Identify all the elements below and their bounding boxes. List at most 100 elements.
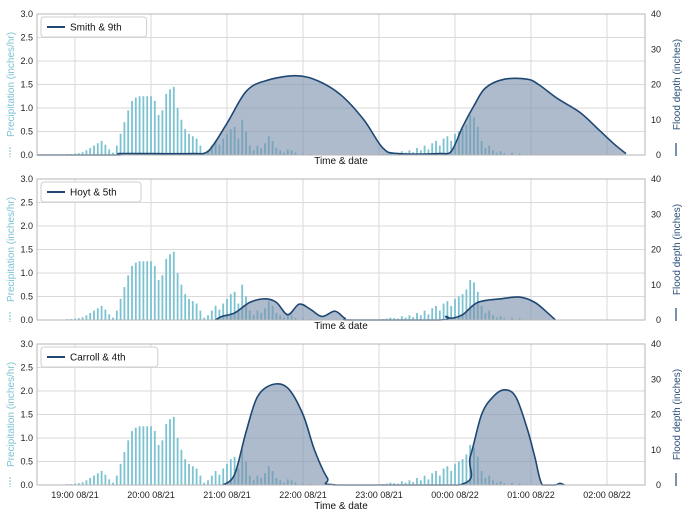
precip-bar: [165, 94, 167, 155]
precip-bar: [154, 431, 156, 485]
precip-bar: [143, 96, 145, 155]
y-tick-right: 30: [651, 374, 661, 384]
y-tick-left: 2.5: [20, 363, 33, 373]
precip-bar: [146, 96, 148, 155]
y-tick-left: 0.5: [20, 127, 33, 137]
precip-bar: [466, 454, 468, 485]
precip-bar: [169, 254, 171, 320]
precip-bar: [188, 464, 190, 485]
y-tick-left: 3.0: [20, 339, 33, 349]
precip-bar: [435, 306, 437, 320]
precip-bar: [447, 466, 449, 485]
precip-bar: [154, 266, 156, 320]
precip-bar: [443, 139, 445, 155]
chart-panel-2: 0.00.51.01.52.02.53.0010203040Precipitat…: [6, 174, 683, 332]
precip-bar: [188, 134, 190, 155]
chart-panel-3: 0.00.51.01.52.02.53.0010203040Precipitat…: [6, 339, 683, 512]
precip-bar: [431, 473, 433, 485]
precip-bar: [158, 280, 160, 320]
y-axis-label-right: Flood depth (inches): [672, 369, 683, 460]
y-tick-left: 0.0: [20, 150, 33, 160]
precip-bar: [127, 110, 129, 155]
y-axis-label-left: Precipitation (inches/hr): [6, 362, 17, 467]
precip-bar: [196, 304, 198, 320]
precip-bar: [181, 285, 183, 320]
precip-bar: [146, 426, 148, 485]
precip-bar: [173, 417, 175, 485]
y-tick-right: 30: [651, 44, 661, 54]
precip-bar: [162, 275, 164, 320]
y-tick-right: 40: [651, 174, 661, 184]
flood-depth-area: [216, 297, 556, 320]
precip-bar: [211, 476, 213, 485]
x-tick-label: 00:00 08/22: [431, 490, 479, 500]
y-tick-right: 0: [656, 150, 661, 160]
precip-bar: [165, 424, 167, 485]
y-tick-right: 0: [656, 315, 661, 325]
precip-bar: [124, 287, 126, 320]
precip-bar: [192, 136, 194, 155]
precip-bar: [108, 149, 110, 155]
precip-bar: [454, 464, 456, 485]
precip-bar: [105, 310, 107, 320]
y-tick-left: 1.5: [20, 410, 33, 420]
precip-bar: [97, 143, 99, 155]
precip-bar: [131, 101, 133, 155]
precip-bar: [184, 129, 186, 155]
precip-bar: [207, 480, 209, 485]
x-axis-label: Time & date: [314, 501, 368, 512]
legend: Hoyt & 5th: [41, 182, 141, 202]
y-tick-left: 2.0: [20, 386, 33, 396]
precip-bar: [162, 110, 164, 155]
y-tick-right: 20: [651, 80, 661, 90]
precip-bar: [158, 115, 160, 155]
y-tick-right: 40: [651, 339, 661, 349]
legend-label: Hoyt & 5th: [70, 188, 117, 199]
x-tick-label: 19:00 08/21: [51, 490, 99, 500]
precip-bar: [416, 313, 418, 320]
x-axis-label: Time & date: [314, 156, 368, 167]
precip-bar: [120, 134, 122, 155]
precip-bar: [120, 464, 122, 485]
precip-bar: [143, 426, 145, 485]
precip-bar: [120, 299, 122, 320]
x-axis-label: Time & date: [314, 321, 368, 332]
precip-bar: [435, 471, 437, 485]
y-tick-left: 0.0: [20, 315, 33, 325]
precip-bar: [131, 431, 133, 485]
precip-bar: [89, 313, 91, 320]
precip-bar: [108, 479, 110, 485]
precip-bar: [424, 476, 426, 485]
precip-bar: [428, 479, 430, 485]
precip-bar: [192, 301, 194, 320]
y-axis-label-right: Flood depth (inches): [672, 204, 683, 295]
precip-bar: [150, 261, 152, 320]
precip-bar: [439, 476, 441, 485]
x-tick-label: 22:00 08/21: [279, 490, 327, 500]
y-tick-left: 2.5: [20, 198, 33, 208]
precip-bar: [116, 311, 118, 320]
precip-bar: [158, 445, 160, 485]
precip-bar: [196, 469, 198, 485]
precip-bar: [150, 426, 152, 485]
precip-bar: [139, 426, 141, 485]
precip-bar: [192, 466, 194, 485]
precip-bar: [135, 98, 137, 155]
precip-bar: [131, 266, 133, 320]
y-tick-left: 1.0: [20, 103, 33, 113]
precip-bar: [462, 459, 464, 485]
y-tick-left: 3.0: [20, 9, 33, 19]
y-tick-right: 20: [651, 245, 661, 255]
x-tick-label: 02:00 08/22: [583, 490, 631, 500]
x-tick-label: 20:00 08/21: [127, 490, 175, 500]
precip-bar: [135, 263, 137, 320]
legend-label: Carroll & 4th: [70, 353, 126, 364]
precip-bar: [93, 146, 95, 155]
y-tick-left: 0.5: [20, 457, 33, 467]
precip-bar: [116, 476, 118, 485]
x-tick-label: 23:00 08/21: [355, 490, 403, 500]
precip-bar: [173, 252, 175, 320]
y-tick-left: 2.0: [20, 221, 33, 231]
precip-bar: [177, 108, 179, 155]
